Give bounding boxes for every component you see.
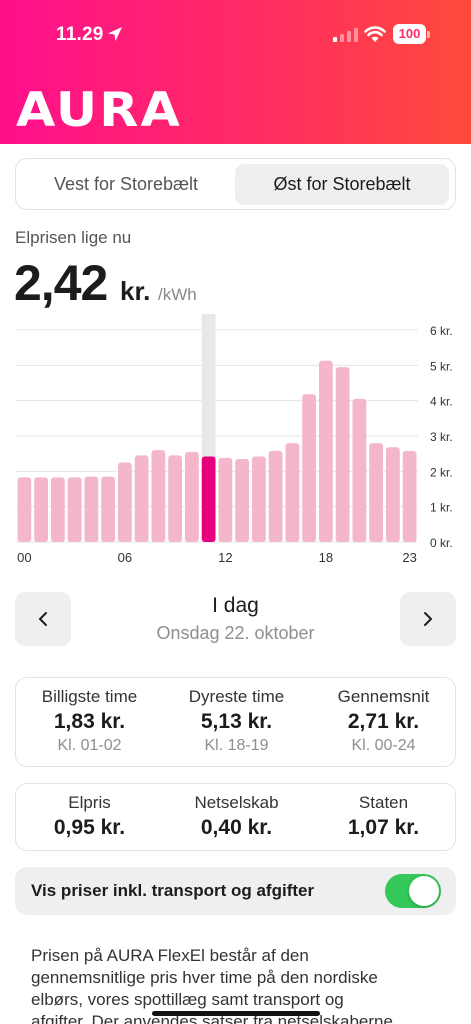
toggle-knob [409,876,439,906]
current-price-per-unit: /kWh [158,285,197,304]
breakdown-elpris: Elpris 0,95 kr. [16,784,163,840]
chevron-right-icon [424,612,432,626]
y-tick-label: 3 kr. [430,430,453,444]
bar-hour[interactable] [386,447,400,542]
bar-hour[interactable] [335,367,350,542]
include-fees-row: Vis priser inkl. transport og afgifter [15,867,456,915]
include-fees-toggle[interactable] [385,874,441,908]
x-tick-label: 23 [402,550,416,565]
app-header: 11.29 100 AURA [0,0,471,144]
bar-hour[interactable] [118,462,132,543]
breakdown-value: 0,40 kr. [200,816,273,839]
breakdown-value: 0,95 kr. [53,816,126,839]
next-day-button[interactable] [400,592,456,646]
y-tick-label: 2 kr. [430,465,453,479]
stat-average: Gennemsnit 2,71 kr. Kl. 00-24 [310,678,457,755]
include-fees-label: Vis priser inkl. transport og afgifter [31,881,315,900]
breakdown-staten: Staten 1,07 kr. [310,784,457,840]
battery-icon: 100 [393,24,431,44]
bar-hour[interactable] [319,360,333,542]
hourly-price-chart[interactable]: 6 kr. 5 kr. 4 kr. 3 kr. 2 kr. 1 kr. 0 kr. 00 06 1… [0,312,471,572]
bar-hour[interactable] [369,443,383,542]
bar-current-hour[interactable] [201,456,216,542]
x-tick-label: 06 [118,550,132,565]
bar-hour[interactable] [84,476,99,542]
stat-time: Kl. 00-24 [351,737,416,754]
x-tick-label: 18 [319,550,333,565]
stat-value: 5,13 kr. [200,710,273,733]
bar-hour[interactable] [285,443,300,542]
stat-most-expensive: Dyreste time 5,13 kr. Kl. 18-19 [163,678,310,755]
stat-time: Kl. 18-19 [204,737,269,754]
status-bar: 11.29 100 [0,0,471,70]
chevron-left-icon [39,612,47,626]
previous-day-button[interactable] [15,592,71,646]
current-price-unit: kr. [120,276,151,306]
bar-hour[interactable] [252,456,266,542]
bar-hour[interactable] [168,455,182,542]
bar-hour[interactable] [67,477,82,542]
stat-label: Gennemsnit [337,687,430,706]
y-tick-label: 0 kr. [430,536,453,550]
bar-hour[interactable] [352,398,367,542]
breakdown-value: 1,07 kr. [347,816,420,839]
bar-hour[interactable] [185,451,199,542]
current-price-value: 2,42 [14,255,108,311]
bar-hour[interactable] [101,476,115,542]
price-description: Prisen på AURA FlexEl består af den genn… [31,945,441,1024]
bar-hour[interactable] [218,457,233,542]
bar-hour[interactable] [402,450,417,542]
breakdown-label: Elpris [68,793,111,812]
description-line: gennemsnitlige pris hver time på den nor… [31,968,378,987]
x-tick-label: 12 [218,550,232,565]
status-time: 11.29 [56,24,104,45]
day-date: Onsdag 22. oktober [156,623,315,643]
battery-level: 100 [393,24,426,44]
region-east-tab[interactable]: Øst for Storebælt [235,164,449,205]
stat-time: Kl. 01-02 [57,737,122,754]
bar-hour[interactable] [51,477,65,542]
home-indicator [152,1011,320,1016]
region-selector: Vest for Storebælt Øst for Storebælt [15,158,456,210]
breakdown-label: Staten [358,793,409,812]
y-tick-label: 4 kr. [430,395,453,409]
bar-hour[interactable] [34,477,48,542]
bar-hour[interactable] [151,450,166,542]
stat-label: Billigste time [41,687,138,706]
current-price-label: Elprisen lige nu [15,228,132,247]
cellular-signal-icon [333,28,358,42]
y-tick-label: 1 kr. [430,501,453,515]
location-arrow-icon [108,27,122,41]
breakdown-label: Netselskab [194,793,279,812]
stat-cheapest: Billigste time 1,83 kr. Kl. 01-02 [16,678,163,755]
y-tick-label: 6 kr. [430,324,453,338]
y-tick-label: 5 kr. [430,359,453,373]
aura-logo: AURA [16,83,182,138]
wifi-icon [364,26,386,42]
bar-hour[interactable] [17,477,32,542]
bar-hour[interactable] [134,455,149,542]
price-stats-card: Billigste time 1,83 kr. Kl. 01-02 Dyrest… [15,677,456,767]
description-line: elbørs, vores spottillæg samt transport … [31,990,344,1009]
region-west-tab[interactable]: Vest for Storebælt [53,174,199,194]
bar-hour[interactable] [302,394,316,542]
stat-label: Dyreste time [188,687,285,706]
day-title: I dag [212,594,259,617]
bar-hour[interactable] [268,450,283,542]
price-breakdown-card: Elpris 0,95 kr. Netselskab 0,40 kr. Stat… [15,783,456,851]
x-tick-label: 00 [17,550,31,565]
breakdown-netselskab: Netselskab 0,40 kr. [163,784,310,840]
description-line: Prisen på AURA FlexEl består af den [31,946,309,965]
stat-value: 2,71 kr. [347,710,420,733]
bar-hour[interactable] [235,458,249,542]
stat-value: 1,83 kr. [53,710,126,733]
